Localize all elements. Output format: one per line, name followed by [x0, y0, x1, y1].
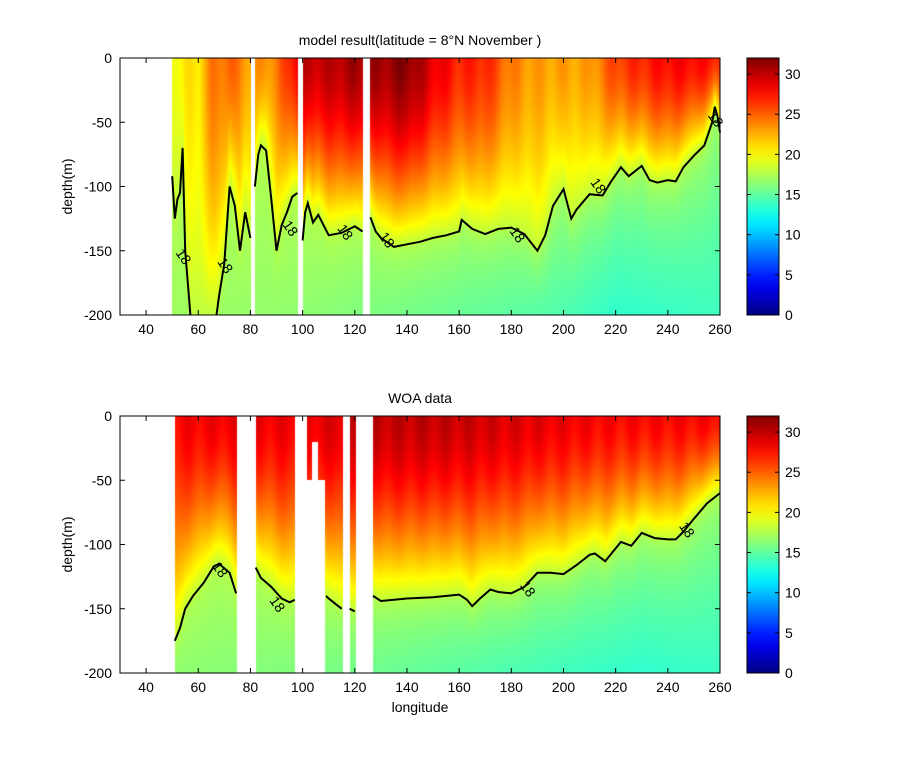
x-tick-label: 260: [708, 679, 732, 695]
x-axis-label: longitude: [392, 699, 449, 715]
colorbar-tick-label: 20: [785, 146, 801, 162]
isotherm-18-line: [301, 199, 364, 241]
y-tick-label: 0: [104, 408, 112, 424]
x-tick-label: 240: [656, 679, 680, 695]
isotherm-label: 18: [334, 221, 356, 243]
colorbar: [746, 415, 780, 674]
colorbar-tick-label: 30: [785, 424, 801, 440]
x-tick-label: 140: [395, 321, 419, 337]
isotherm-18-line: [253, 143, 298, 251]
isotherm-18-line: [349, 607, 356, 613]
y-tick-label: -100: [84, 179, 112, 195]
colorbar-tick-label: 10: [785, 585, 801, 601]
colorbar-tick-label: 25: [785, 106, 801, 122]
x-tick-label: 80: [243, 321, 259, 337]
colorbar-tick-label: 15: [785, 187, 801, 203]
y-tick-label: -50: [92, 472, 112, 488]
colorbar-tick-label: 0: [785, 307, 793, 323]
isotherm-18-line: [372, 492, 721, 608]
x-tick-label: 100: [291, 679, 315, 695]
x-tick-label: 60: [190, 679, 206, 695]
isotherm-18-line: [171, 147, 192, 316]
colorbar-tick-label: 20: [785, 504, 801, 520]
colorbar-tick-label: 10: [785, 227, 801, 243]
model-temperature-field: [120, 58, 720, 315]
colorbar-tick-label: 5: [785, 267, 793, 283]
x-tick-label: 200: [552, 679, 576, 695]
colorbar-tick-label: 30: [785, 66, 801, 82]
isotherm-label: 18: [517, 578, 539, 600]
plot-frame: [119, 57, 721, 316]
y-tick-label: -100: [84, 537, 112, 553]
y-axis-label: depth(m): [59, 158, 75, 214]
x-tick-label: 260: [708, 321, 732, 337]
isotherm-label: 18: [676, 519, 698, 541]
colorbar-tick-label: 15: [785, 545, 801, 561]
x-tick-label: 160: [447, 679, 471, 695]
x-tick-label: 220: [604, 321, 628, 337]
isotherm-label: 18: [209, 558, 231, 580]
y-axis-label: depth(m): [59, 516, 75, 572]
isotherm-label: 18: [705, 108, 727, 130]
x-tick-label: 100: [291, 321, 315, 337]
x-tick-label: 40: [138, 321, 154, 337]
isotherm-label: 18: [267, 593, 289, 615]
isotherm-18-line: [215, 186, 252, 316]
colorbar: [746, 57, 780, 316]
chart-title: model result(latitude = 8°N November ): [299, 32, 542, 48]
y-tick-label: -200: [84, 665, 112, 681]
x-tick-label: 80: [243, 679, 259, 695]
x-tick-label: 180: [500, 321, 524, 337]
x-tick-label: 220: [604, 679, 628, 695]
x-tick-label: 240: [656, 321, 680, 337]
x-tick-label: 120: [343, 321, 367, 337]
isotherm-label: 18: [173, 245, 195, 267]
y-tick-label: -150: [84, 243, 112, 259]
chart-title: WOA data: [388, 390, 452, 406]
x-tick-label: 120: [343, 679, 367, 695]
y-tick-label: -50: [92, 114, 112, 130]
isotherm-18-line: [325, 595, 343, 610]
colorbar-tick-label: 0: [785, 665, 793, 681]
x-tick-label: 160: [447, 321, 471, 337]
isotherm-label: 18: [214, 254, 236, 276]
isotherm-18-line: [173, 562, 238, 642]
x-tick-label: 180: [500, 679, 524, 695]
x-tick-label: 60: [190, 321, 206, 337]
y-tick-label: -200: [84, 307, 112, 323]
x-tick-label: 40: [138, 679, 154, 695]
isotherm-18-line: [369, 106, 721, 253]
x-tick-label: 140: [395, 679, 419, 695]
x-tick-label: 200: [552, 321, 576, 337]
y-tick-label: -150: [84, 601, 112, 617]
colorbar-tick-label: 5: [785, 625, 793, 641]
colorbar-tick-label: 25: [785, 464, 801, 480]
isotherm-18-line: [254, 567, 296, 604]
y-tick-label: 0: [104, 50, 112, 66]
